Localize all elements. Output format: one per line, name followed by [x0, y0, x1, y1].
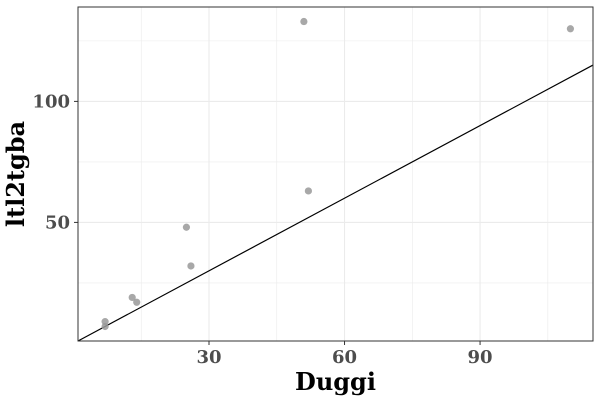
data-point-6	[187, 262, 195, 270]
diagonal-line	[77, 64, 594, 342]
data-point-3	[128, 293, 136, 302]
data-point-4	[133, 298, 141, 306]
x-tick-label: 90	[468, 347, 493, 368]
x-tick-label: 30	[196, 347, 221, 368]
y-axis-title: ltl2tgba	[1, 121, 30, 227]
x-tick-label: 60	[332, 347, 357, 368]
y-tick-label: 50	[45, 212, 70, 233]
x-axis-ticks: 30 60 90	[196, 341, 493, 368]
data-points	[101, 17, 575, 331]
x-axis-title: Duggi	[295, 367, 376, 396]
y-tick-label: 100	[32, 91, 70, 112]
data-point-9	[566, 25, 575, 33]
data-point-2	[101, 322, 109, 331]
minor-grid	[78, 7, 593, 341]
major-grid	[78, 7, 593, 341]
data-point-8	[304, 187, 312, 195]
plot-panel-border	[77, 6, 594, 342]
data-point-5	[182, 223, 191, 231]
y-axis-ticks: 50 100	[32, 91, 78, 233]
data-point-7	[300, 17, 308, 26]
